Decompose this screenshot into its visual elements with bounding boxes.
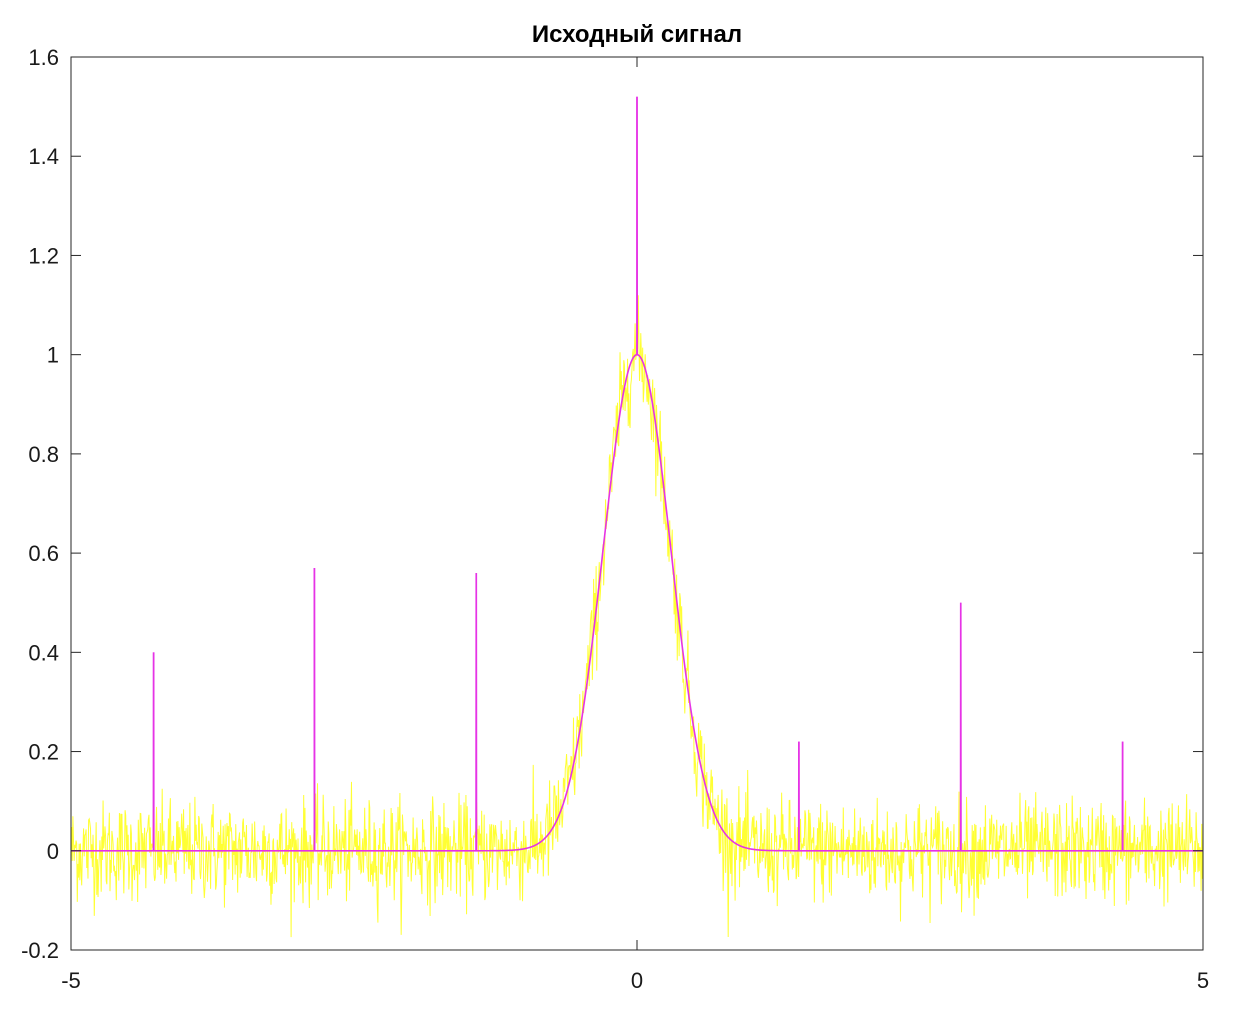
y-tick-label: 1.4	[28, 144, 59, 169]
y-tick-label: 1.6	[28, 45, 59, 70]
chart-title: Исходный сигнал	[532, 21, 742, 48]
x-tick-label: 5	[1197, 968, 1209, 993]
y-tick-label: 1	[47, 343, 59, 368]
y-tick-label: 1.2	[28, 243, 59, 268]
y-tick-label: 0.6	[28, 541, 59, 566]
y-tick-label: 0.4	[28, 640, 59, 665]
y-tick-label: 0.2	[28, 740, 59, 765]
x-tick-label: 0	[631, 968, 643, 993]
y-tick-label: 0.8	[28, 442, 59, 467]
y-tick-label: 0	[47, 839, 59, 864]
y-tick-label: -0.2	[21, 938, 59, 963]
noisy-signal-line	[71, 295, 1203, 938]
x-tick-label: -5	[61, 968, 81, 993]
